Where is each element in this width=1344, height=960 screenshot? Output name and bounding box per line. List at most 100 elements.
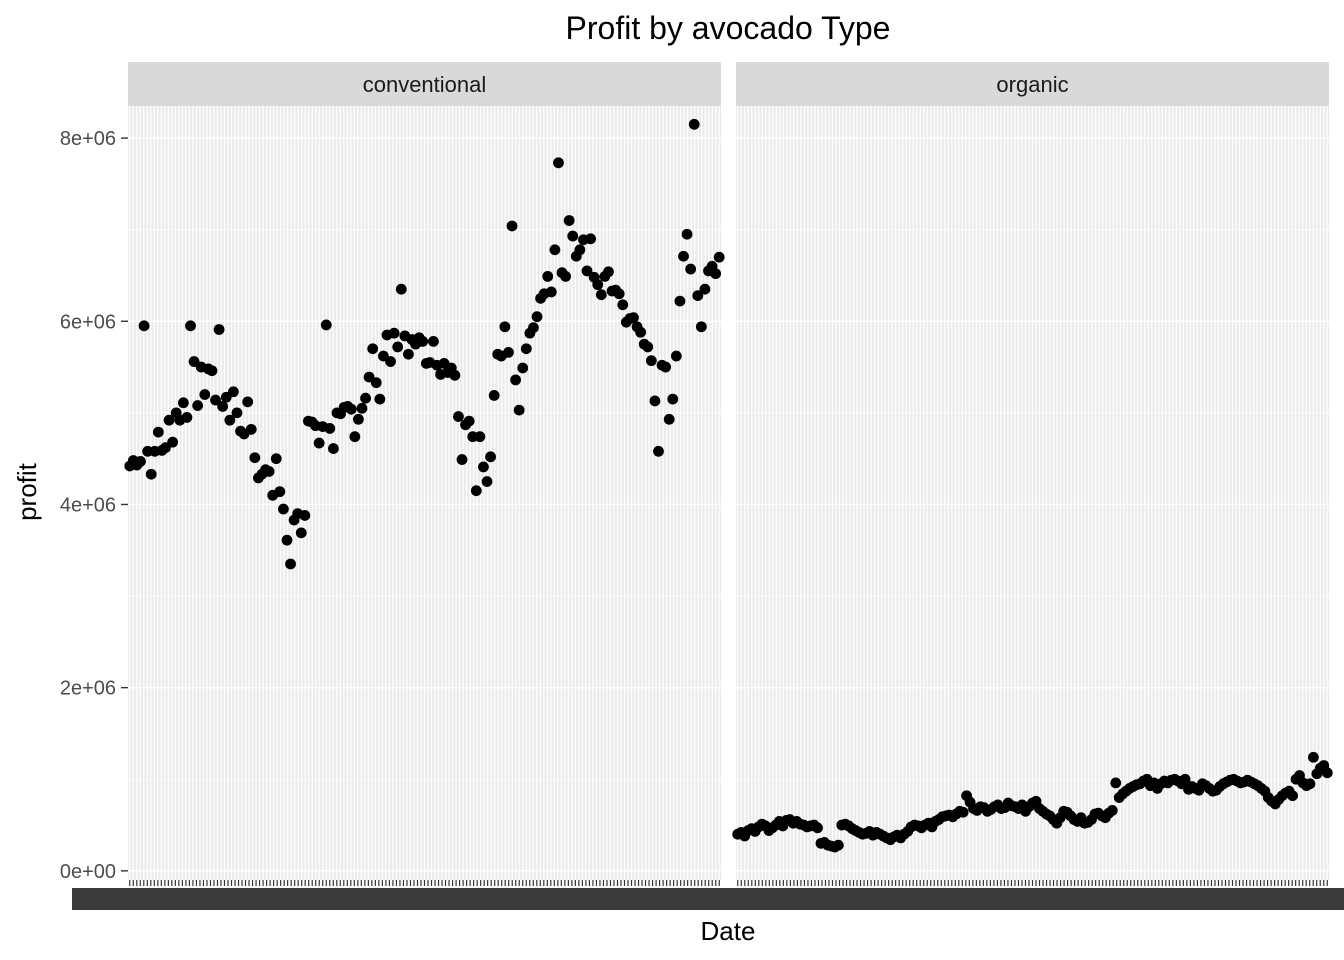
data-point <box>328 443 339 454</box>
data-point <box>499 321 511 333</box>
data-point <box>135 456 146 467</box>
data-point <box>653 445 664 457</box>
data-point <box>585 233 597 245</box>
x-tick-labels-overplotted <box>72 888 1344 910</box>
data-point <box>1179 773 1191 785</box>
data-point <box>832 839 844 851</box>
data-point <box>217 401 229 412</box>
data-point <box>192 400 204 411</box>
strip-label-conventional: conventional <box>363 72 487 97</box>
y-tick-label: 0e+00 <box>60 861 116 883</box>
data-point <box>957 806 969 818</box>
data-point <box>681 228 693 240</box>
panel-organic: organic <box>732 62 1333 886</box>
panel-conventional: conventional <box>124 62 725 886</box>
data-point <box>367 343 379 355</box>
data-point <box>374 393 386 405</box>
data-point <box>553 157 564 169</box>
data-point <box>320 319 332 331</box>
chart-title: Profit by avocado Type <box>566 10 891 46</box>
data-point <box>370 377 382 389</box>
strip-conventional <box>128 62 721 106</box>
data-point <box>513 404 525 416</box>
data-point <box>549 244 561 256</box>
data-point <box>206 365 218 377</box>
data-point <box>520 343 532 355</box>
data-point <box>349 431 361 443</box>
data-point <box>285 558 296 570</box>
data-point <box>510 374 521 386</box>
data-point <box>478 461 489 473</box>
data-point <box>595 289 607 301</box>
data-point <box>231 407 243 419</box>
data-point <box>356 402 368 414</box>
data-point <box>563 215 575 226</box>
data-point <box>449 369 461 381</box>
data-point <box>628 312 639 323</box>
data-point <box>470 485 482 497</box>
data-point <box>152 426 164 438</box>
data-point <box>388 327 400 339</box>
strip-organic <box>736 62 1329 106</box>
points-conventional <box>124 118 725 570</box>
y-tick-label: 8e+06 <box>60 128 116 150</box>
data-point <box>485 451 496 463</box>
y-tick-label: 6e+06 <box>60 311 116 333</box>
data-point <box>345 403 357 415</box>
data-point <box>617 299 629 311</box>
data-point <box>663 413 675 425</box>
strip-label-organic: organic <box>996 72 1068 97</box>
data-point <box>613 288 625 300</box>
y-tick-label: 4e+06 <box>60 494 116 516</box>
data-point <box>1106 804 1118 816</box>
data-point <box>1304 778 1316 790</box>
data-point <box>385 356 396 367</box>
data-point <box>713 251 725 263</box>
data-point <box>227 386 239 398</box>
x-ticks-organic <box>737 880 1328 886</box>
data-point <box>213 324 225 335</box>
data-point <box>531 311 543 323</box>
data-point <box>181 412 193 423</box>
data-point <box>603 266 614 278</box>
gridlines-organic <box>736 106 1329 880</box>
data-point <box>245 423 257 435</box>
data-point <box>474 431 486 443</box>
data-point <box>199 389 211 400</box>
data-point <box>660 361 672 373</box>
data-point <box>685 263 697 275</box>
data-point <box>281 534 293 546</box>
data-point <box>145 468 157 480</box>
data-point <box>812 822 823 834</box>
x-ticks-conventional <box>129 880 720 886</box>
data-point <box>678 250 689 262</box>
data-point <box>299 510 311 521</box>
data-point <box>545 286 557 298</box>
data-point <box>1287 790 1298 802</box>
data-point <box>210 394 221 406</box>
data-point <box>417 336 429 347</box>
data-point <box>403 348 414 360</box>
data-point <box>670 350 682 362</box>
data-point <box>138 320 150 332</box>
data-point <box>453 411 464 422</box>
data-point <box>456 454 468 465</box>
y-tick-label: 2e+06 <box>60 678 116 700</box>
data-point <box>163 414 175 426</box>
data-point <box>185 320 196 332</box>
data-point <box>481 476 493 487</box>
data-point <box>592 279 604 291</box>
data-point <box>567 230 579 242</box>
data-point <box>581 265 593 277</box>
data-point <box>528 322 539 334</box>
data-point <box>392 341 404 353</box>
data-point <box>313 437 325 449</box>
gridlines-conventional <box>128 106 721 880</box>
data-point <box>167 436 179 448</box>
data-point <box>517 362 529 374</box>
y-axis: 0e+00 2e+06 4e+06 6e+06 8e+06 <box>60 128 128 883</box>
data-point <box>699 283 711 295</box>
data-point <box>224 414 236 426</box>
data-point <box>674 295 686 307</box>
